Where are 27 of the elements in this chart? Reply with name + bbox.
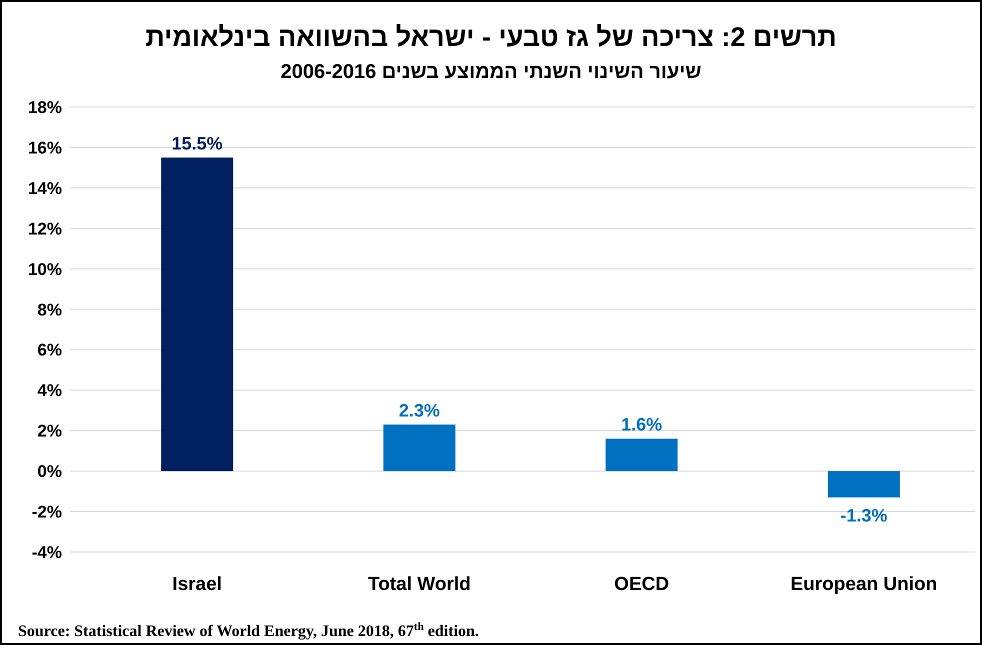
y-tick-label: 14% (28, 178, 62, 198)
data-label: -1.3% (840, 505, 888, 526)
y-tick-label: 16% (28, 138, 62, 158)
bar (161, 158, 234, 472)
y-tick-label: 2% (37, 422, 62, 441)
x-tick-label: European Union (790, 574, 938, 595)
bar (383, 424, 456, 472)
bar (828, 471, 900, 498)
data-label: 15.5% (172, 134, 223, 154)
y-tick-label: -4% (32, 543, 62, 562)
bar (606, 438, 678, 472)
y-tick-label: 10% (28, 260, 62, 279)
y-tick-label: 4% (37, 381, 62, 400)
x-tick-label: Israel (172, 574, 222, 595)
data-label: 2.3% (398, 400, 440, 421)
x-tick-label: OECD (614, 574, 670, 595)
y-tick-label: -2% (32, 502, 62, 522)
y-tick-label: 12% (28, 219, 62, 238)
chart-subtitle: שיעור השינוי השנתי הממוצע בשנים 2006-2016 (280, 61, 702, 83)
chart-title: תרשים 2: צריכה של גז טבעי - ישראל בהשוואה בינלאומית (145, 22, 837, 52)
data-label: 1.6% (621, 414, 662, 435)
source-note: Source: Statistical Review of World Energy, June 2018, 67$^{th}$ edition. (18, 621, 479, 640)
y-tick-label: 18% (28, 98, 62, 117)
y-tick-label: 6% (37, 340, 62, 360)
y-tick-label: 0% (37, 462, 62, 482)
y-tick-label: 8% (37, 300, 62, 320)
x-tick-label: Total World (368, 574, 471, 595)
